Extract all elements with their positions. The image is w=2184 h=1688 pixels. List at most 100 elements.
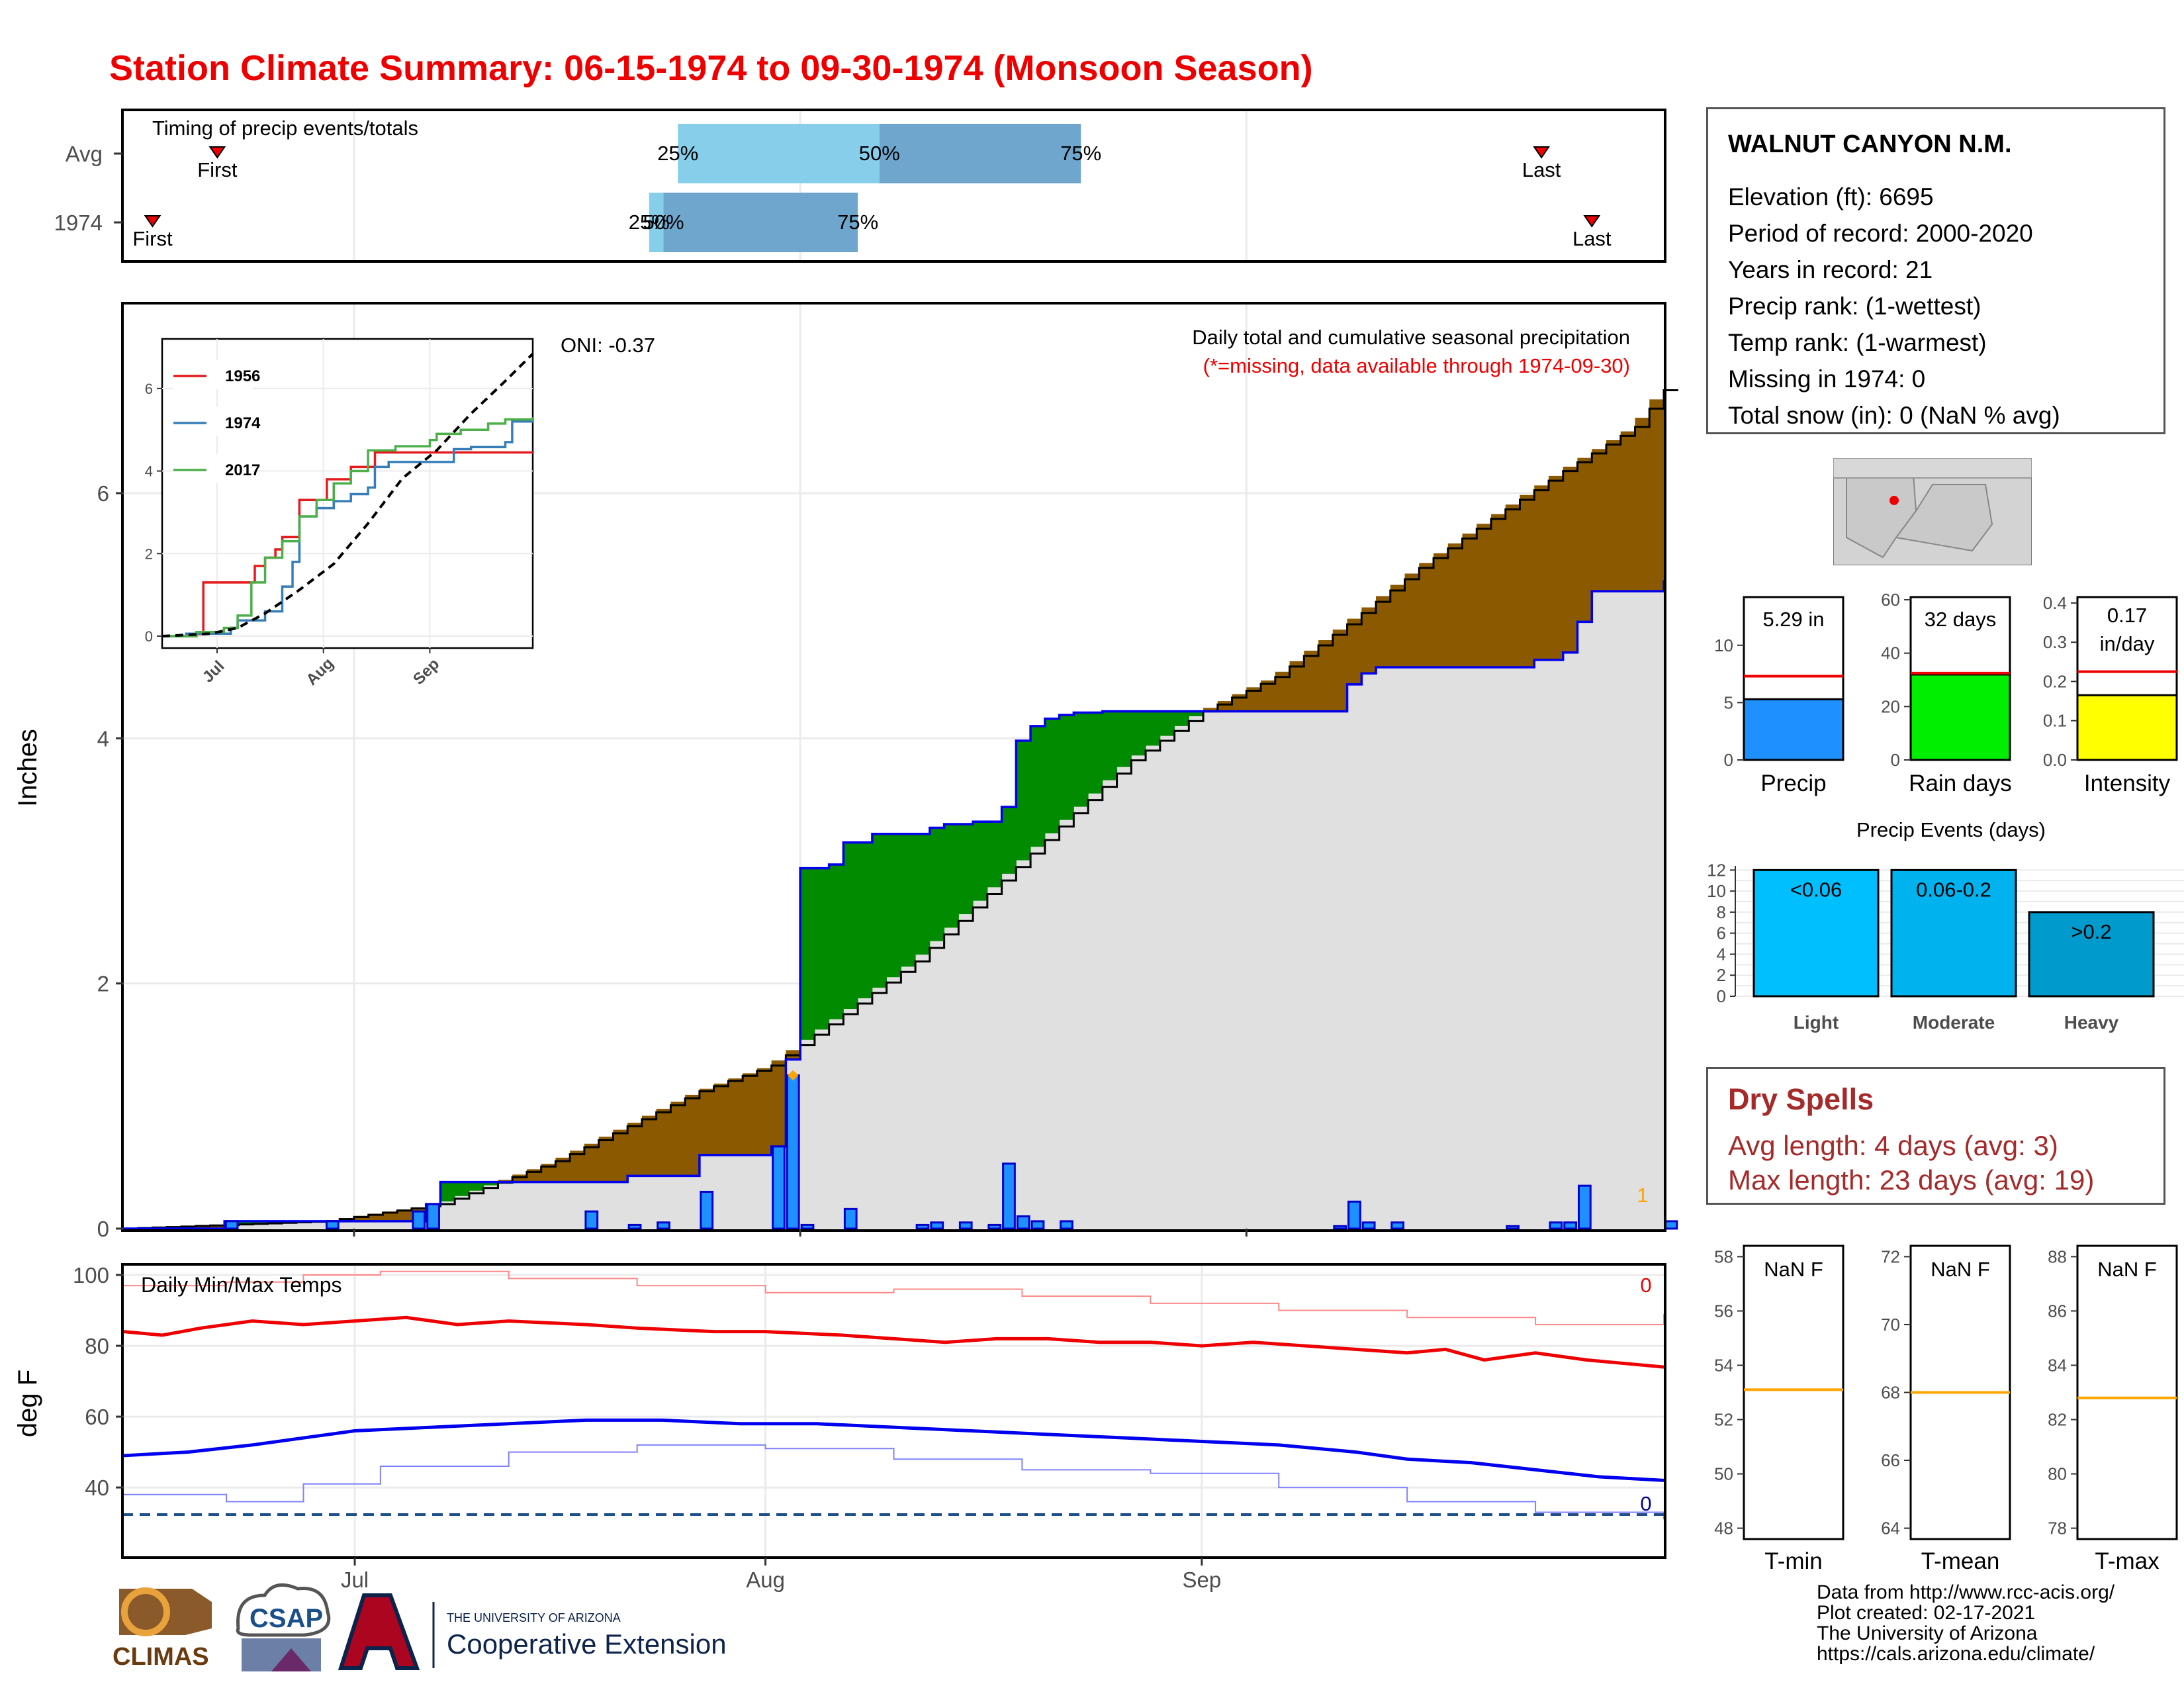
timing-border bbox=[121, 109, 1666, 263]
temp-ylabel: deg F bbox=[13, 1370, 42, 1437]
events-bar-label: Light bbox=[1794, 1012, 1839, 1033]
temp-box-tick-label: 64 bbox=[1881, 1519, 1900, 1538]
ua-block-a-icon bbox=[338, 1593, 420, 1670]
precip-surplus-area bbox=[1044, 718, 1060, 833]
summary-tick-label: 0.1 bbox=[2043, 711, 2067, 731]
station-info-line: Elevation (ft): 6695 bbox=[1728, 183, 1934, 211]
csap-logo[interactable]: CSAP bbox=[236, 1583, 331, 1671]
inset-x-tick-label: Jul bbox=[199, 657, 228, 686]
precip-surplus-area bbox=[901, 833, 916, 967]
temp-line-avg-min bbox=[123, 1418, 1664, 1482]
precip-surplus-area bbox=[238, 1221, 254, 1225]
temp-box-label: T-min bbox=[1764, 1548, 1823, 1574]
precip-daily-bar bbox=[930, 1221, 944, 1230]
station-location-dot bbox=[1889, 496, 1899, 505]
location-map bbox=[1833, 458, 2032, 565]
precip-surplus-area bbox=[800, 868, 815, 1040]
events-tick-label: 0 bbox=[1717, 986, 1726, 1006]
station-info-line: Temp rank: (1-warmest) bbox=[1728, 329, 1987, 356]
temp-border-frame bbox=[121, 1263, 1666, 1559]
precip-deficit-area bbox=[1361, 607, 1377, 674]
ua-logo[interactable]: THE UNIVERSITY OF ARIZONA Cooperative Ex… bbox=[338, 1593, 727, 1670]
precip-deficit-area bbox=[656, 1109, 671, 1176]
summary-bar-label: Rain days bbox=[1909, 771, 2012, 796]
precip-daily-bar bbox=[627, 1223, 642, 1230]
precip-deficit-area bbox=[1203, 708, 1218, 712]
inset-x-tick-label: Aug bbox=[302, 655, 337, 689]
temp-max-count: 0 bbox=[1640, 1274, 1651, 1297]
precip-deficit-area bbox=[1520, 494, 1535, 667]
precip-deficit-area bbox=[195, 1225, 210, 1229]
climas-logo[interactable]: CLIMAS bbox=[113, 1587, 212, 1671]
precip-y-axis: 0 2 4 6 bbox=[97, 481, 1248, 1241]
events-tick-label: 4 bbox=[1717, 944, 1726, 964]
page-title: Station Climate Summary: 06-15-1974 to 0… bbox=[109, 48, 1313, 88]
precip-daily-bar bbox=[1016, 1215, 1030, 1230]
temp-line-record-min bbox=[124, 1444, 1664, 1520]
temp-title: Daily Min/Max Temps bbox=[141, 1273, 341, 1297]
summary-tick-label: 60 bbox=[1881, 590, 1900, 610]
precip-surplus-area bbox=[1174, 711, 1189, 726]
precip-deficit-area bbox=[1447, 543, 1463, 667]
footer-line: The University of Arizona bbox=[1817, 1622, 2038, 1644]
summary-tick-label: 0.4 bbox=[2043, 593, 2067, 613]
timing-marker-label: First bbox=[197, 158, 238, 181]
events-tick-label: 8 bbox=[1717, 902, 1726, 922]
station-info-box: WALNUT CANYON N.M. Elevation (ft): 6695 P… bbox=[1706, 107, 2165, 434]
precip-daily-bar bbox=[772, 1145, 786, 1230]
precip-daily-bar bbox=[987, 1223, 1002, 1230]
inset-grid bbox=[162, 339, 533, 648]
precip-daily-bar bbox=[1664, 1220, 1678, 1230]
precip-surplus-area bbox=[987, 821, 1003, 888]
events-bar bbox=[1890, 868, 2017, 998]
precip-surplus-area bbox=[1030, 726, 1046, 847]
summary-bar-label: Precip bbox=[1760, 771, 1826, 796]
timing-quantile-label: 75% bbox=[1060, 142, 1101, 165]
precip-deficit-area bbox=[1347, 618, 1362, 684]
precip-surplus-area bbox=[1088, 712, 1103, 794]
temp-y-tick-label: 80 bbox=[85, 1334, 109, 1358]
temp-boxes: 48 50 52 54 56 58 NaN F T-min 64 66 68 70 72 NaN F T-m… bbox=[1714, 1244, 2178, 1574]
timing-marker-label: Last bbox=[1572, 227, 1612, 250]
timing-label: Timing of precip events/totals bbox=[152, 117, 418, 140]
timing-marker-icon bbox=[1583, 215, 1601, 228]
precip-daily-bar bbox=[915, 1223, 930, 1230]
precip-daily-bar bbox=[1563, 1221, 1578, 1230]
events-tick-label: 10 bbox=[1707, 881, 1726, 901]
temp-lines bbox=[123, 1270, 1664, 1520]
timing-marker-label: Last bbox=[1522, 158, 1561, 181]
summary-value-label: 0.17 bbox=[2107, 604, 2147, 627]
summary-tick-label: 40 bbox=[1881, 643, 1900, 663]
timing-quantile-label: 50% bbox=[859, 142, 900, 165]
precip-deficit-area bbox=[555, 1157, 570, 1182]
precip-daily-bar bbox=[412, 1210, 426, 1230]
station-name: WALNUT CANYON N.M. bbox=[1728, 130, 2012, 158]
temp-box-tick-label: 58 bbox=[1714, 1246, 1733, 1266]
precip-deficit-area bbox=[1577, 457, 1592, 622]
precip-surplus-area bbox=[455, 1182, 470, 1196]
inset-legend: 1956 1974 2017 bbox=[173, 360, 261, 483]
summary-tick-label: 0.3 bbox=[2043, 632, 2067, 652]
temp-box-tick-label: 72 bbox=[1881, 1246, 1900, 1266]
summary-value-label: 5.29 in bbox=[1762, 608, 1824, 631]
temp-box-tick-label: 48 bbox=[1714, 1519, 1733, 1538]
inset-legend-bg bbox=[173, 407, 253, 436]
precip-deficit-area bbox=[1318, 640, 1334, 712]
temp-grid bbox=[124, 1264, 1664, 1557]
temp-x-tick-label: Sep bbox=[1183, 1568, 1222, 1592]
precip-deficit-area bbox=[641, 1115, 657, 1176]
precip-daily-bar bbox=[786, 1074, 800, 1230]
summary-value-label: in/day bbox=[2100, 632, 2155, 655]
precip-deficit-area bbox=[1505, 504, 1521, 667]
precip-deficit-area bbox=[1275, 671, 1291, 712]
summary-value-label: 32 days bbox=[1925, 608, 1997, 631]
precip-daily-bar bbox=[800, 1223, 815, 1230]
precip-observed-line bbox=[124, 580, 1665, 1230]
precip-deficit-area bbox=[1419, 563, 1434, 667]
precip-deficit-area bbox=[1261, 680, 1276, 712]
events-bar bbox=[2028, 911, 2155, 998]
inset-line-2017 bbox=[162, 417, 534, 637]
precip-deficit-area bbox=[598, 1137, 614, 1182]
timing-marker-icon bbox=[208, 146, 226, 159]
